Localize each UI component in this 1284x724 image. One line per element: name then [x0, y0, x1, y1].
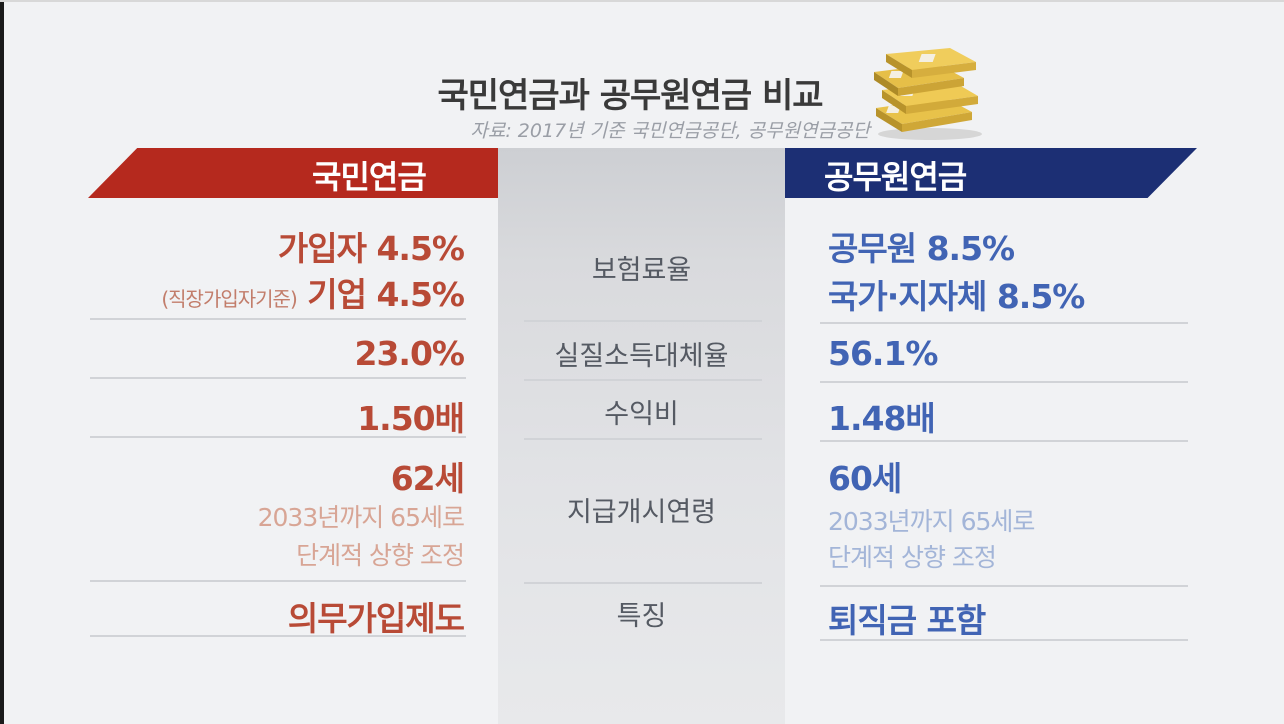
- right-feature: 퇴직금 포함: [828, 601, 986, 640]
- divider: [90, 377, 466, 379]
- right-pension-age: 60세: [828, 459, 902, 498]
- right-contribution-line1: 공무원 8.5%: [828, 229, 1015, 268]
- divider: [90, 635, 466, 637]
- divider: [90, 580, 466, 582]
- left-header-title: 국민연금: [312, 158, 427, 196]
- right-replacement-rate: 56.1%: [828, 334, 938, 373]
- frame-border: [0, 0, 4, 724]
- row-label-benefit-ratio: 수익비: [604, 399, 679, 430]
- left-header-banner: [88, 148, 498, 198]
- divider: [524, 320, 762, 322]
- center-label-column: [498, 148, 785, 724]
- frame-top-border: [0, 0, 1284, 2]
- left-pension-age: 62세: [390, 459, 465, 498]
- right-benefit-ratio: 1.48배: [828, 399, 936, 438]
- right-contribution-line2: 국가·지자체 8.5%: [828, 277, 1085, 316]
- row-label-feature: 특징: [616, 601, 667, 632]
- row-label-pension-age: 지급개시연령: [566, 497, 717, 528]
- right-header-title: 공무원연금: [824, 158, 967, 196]
- left-pension-age-note1: 2033년까지 65세로: [257, 503, 465, 532]
- left-benefit-ratio: 1.50배: [357, 399, 465, 438]
- left-contribution-note: (직장가입자기준): [161, 287, 297, 311]
- left-pension-age-note2: 단계적 상향 조정: [296, 541, 465, 570]
- divider: [820, 322, 1188, 324]
- left-feature: 의무가입제도: [287, 599, 465, 638]
- divider: [820, 440, 1188, 442]
- money-stack-icon: [874, 48, 982, 140]
- right-pension-age-note1: 2033년까지 65세로: [828, 507, 1035, 536]
- right-header-banner: [785, 148, 1197, 198]
- right-pension-age-note2: 단계적 상향 조정: [828, 543, 997, 572]
- divider: [524, 582, 762, 584]
- left-contribution-line1: 가입자 4.5%: [277, 229, 465, 268]
- divider: [90, 318, 466, 320]
- divider: [820, 585, 1188, 587]
- row-label-contribution-rate: 보험료율: [591, 255, 692, 286]
- page-title: 국민연금과 공무원연금 비교: [437, 76, 823, 116]
- divider: [524, 379, 762, 381]
- divider: [90, 436, 466, 438]
- left-contribution-company: 기업 4.5%: [307, 275, 465, 314]
- divider: [820, 381, 1188, 383]
- row-label-replacement-rate: 실질소득대체율: [554, 341, 729, 372]
- source-caption: 자료: 2017년 기준 국민연금공단, 공무원연금공단: [470, 120, 870, 142]
- left-contribution-line2: (직장가입자기준) 기업 4.5%: [161, 268, 465, 316]
- left-replacement-rate: 23.0%: [354, 334, 465, 373]
- divider: [524, 438, 762, 440]
- divider: [820, 639, 1188, 641]
